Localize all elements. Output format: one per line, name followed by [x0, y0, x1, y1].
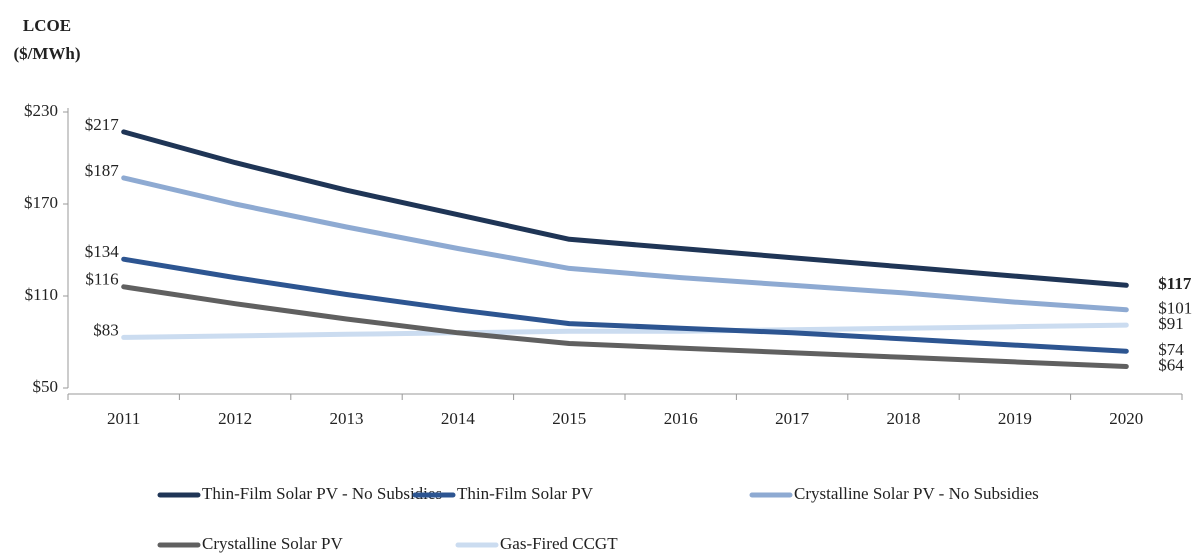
x-tick-label: 2014 [441, 409, 476, 428]
data-label: $217 [85, 115, 120, 134]
y-tick-label: $170 [24, 193, 58, 212]
legend-label: Thin-Film Solar PV - No Subsidies [202, 484, 442, 503]
data-label: $117 [1158, 274, 1192, 293]
series-line [121, 256, 1129, 354]
x-tick-label: 2018 [887, 409, 921, 428]
y-tick-label: $110 [25, 285, 58, 304]
legend-label: Gas-Fired CCGT [500, 534, 618, 553]
data-label: $187 [85, 161, 120, 180]
series-line [121, 284, 1129, 369]
series-line [121, 129, 1129, 288]
data-label: $64 [1158, 355, 1184, 374]
x-tick-label: 2017 [775, 409, 810, 428]
y-tick-label: $50 [33, 377, 59, 396]
series-line [121, 175, 1129, 313]
y-tick-label: $230 [24, 101, 58, 120]
legend-label: Crystalline Solar PV [202, 534, 343, 553]
data-label: $116 [85, 270, 118, 289]
data-label: $83 [93, 320, 119, 339]
x-tick-label: 2012 [218, 409, 252, 428]
legend-label: Thin-Film Solar PV [457, 484, 594, 503]
legend-label: Crystalline Solar PV - No Subsidies [794, 484, 1039, 503]
x-tick-label: 2019 [998, 409, 1032, 428]
series-line [121, 322, 1129, 340]
x-tick-label: 2013 [330, 409, 364, 428]
y-axis-title: LCOE ($/MWh) [13, 16, 81, 63]
x-tick-label: 2016 [664, 409, 698, 428]
x-tick-label: 2020 [1109, 409, 1143, 428]
x-tick-label: 2011 [107, 409, 140, 428]
data-label: $74 [1158, 340, 1184, 359]
data-label: $91 [1158, 314, 1184, 333]
data-label: $134 [85, 242, 120, 261]
data-label: $101 [1158, 299, 1192, 318]
x-tick-label: 2015 [552, 409, 586, 428]
